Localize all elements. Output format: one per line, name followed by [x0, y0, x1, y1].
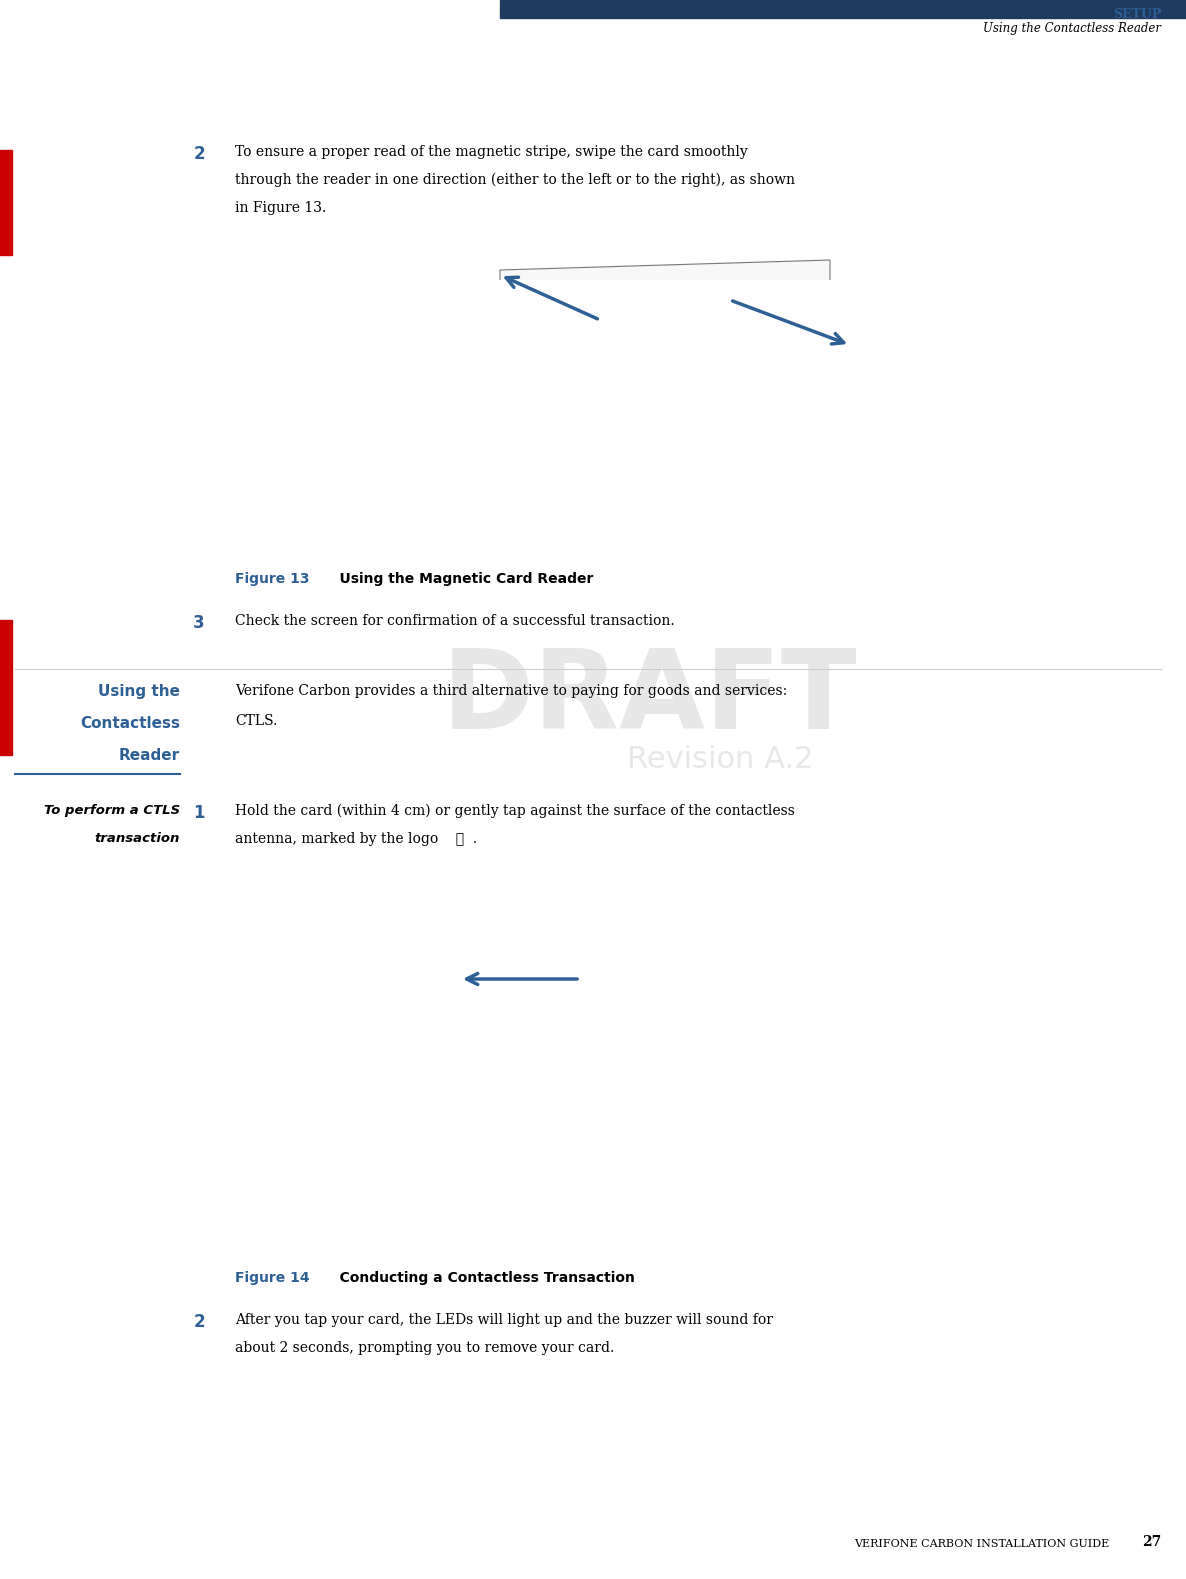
Bar: [300, 778, 980, 1258]
Text: Verifone Carbon provides a third alternative to paying for goods and services:: Verifone Carbon provides a third alterna…: [235, 684, 788, 698]
Bar: [300, 279, 950, 561]
Text: Contactless: Contactless: [79, 715, 180, 731]
Text: VERIFONE CARBON INSTALLATION GUIDE: VERIFONE CARBON INSTALLATION GUIDE: [854, 1540, 1109, 1549]
Polygon shape: [340, 928, 530, 1099]
Bar: [0, 150, 12, 254]
Text: Figure 13: Figure 13: [235, 572, 310, 586]
Polygon shape: [670, 291, 910, 471]
Text: 3: 3: [193, 614, 205, 632]
Text: SETUP: SETUP: [1112, 8, 1161, 21]
Text: in Figure 13.: in Figure 13.: [235, 201, 326, 215]
Polygon shape: [910, 330, 940, 489]
Polygon shape: [361, 808, 950, 1078]
Text: Conducting a Contactless Transaction: Conducting a Contactless Transaction: [320, 1271, 635, 1285]
Text: through the reader in one direction (either to the left or to the right), as sho: through the reader in one direction (eit…: [235, 174, 795, 188]
Text: DRAFT: DRAFT: [442, 646, 857, 753]
Polygon shape: [930, 808, 970, 1099]
Text: 2: 2: [193, 145, 205, 163]
Text: Using the: Using the: [98, 684, 180, 699]
Text: antenna, marked by the logo    ⦾  .: antenna, marked by the logo ⦾ .: [235, 832, 477, 846]
Polygon shape: [370, 291, 670, 480]
Polygon shape: [500, 261, 830, 369]
Text: 27: 27: [1142, 1535, 1161, 1549]
Text: Using the Contactless Reader: Using the Contactless Reader: [983, 22, 1161, 35]
Text: 1: 1: [193, 804, 205, 823]
Text: Check the screen for confirmation of a successful transaction.: Check the screen for confirmation of a s…: [235, 614, 675, 628]
Text: To perform a CTLS: To perform a CTLS: [44, 804, 180, 816]
Text: Revision A.2: Revision A.2: [626, 745, 814, 774]
Text: To ensure a proper read of the magnetic stripe, swipe the card smoothly: To ensure a proper read of the magnetic …: [235, 145, 747, 159]
Polygon shape: [390, 309, 650, 459]
Bar: [500, 0, 1186, 17]
Polygon shape: [431, 1180, 880, 1228]
Polygon shape: [510, 1048, 830, 1180]
Text: Figure 14: Figure 14: [235, 1271, 310, 1285]
Text: After you tap your card, the LEDs will light up and the buzzer will sound for: After you tap your card, the LEDs will l…: [235, 1314, 773, 1326]
Text: 2: 2: [193, 1314, 205, 1331]
Text: CTLS.: CTLS.: [235, 714, 278, 728]
Text: Reader: Reader: [119, 748, 180, 763]
Text: Using the Magnetic Card Reader: Using the Magnetic Card Reader: [320, 572, 593, 586]
Bar: [0, 621, 12, 755]
Polygon shape: [390, 838, 920, 1048]
Text: transaction: transaction: [95, 832, 180, 845]
Text: about 2 seconds, prompting you to remove your card.: about 2 seconds, prompting you to remove…: [235, 1341, 614, 1355]
Text: Hold the card (within 4 cm) or gently tap against the surface of the contactless: Hold the card (within 4 cm) or gently ta…: [235, 804, 795, 818]
